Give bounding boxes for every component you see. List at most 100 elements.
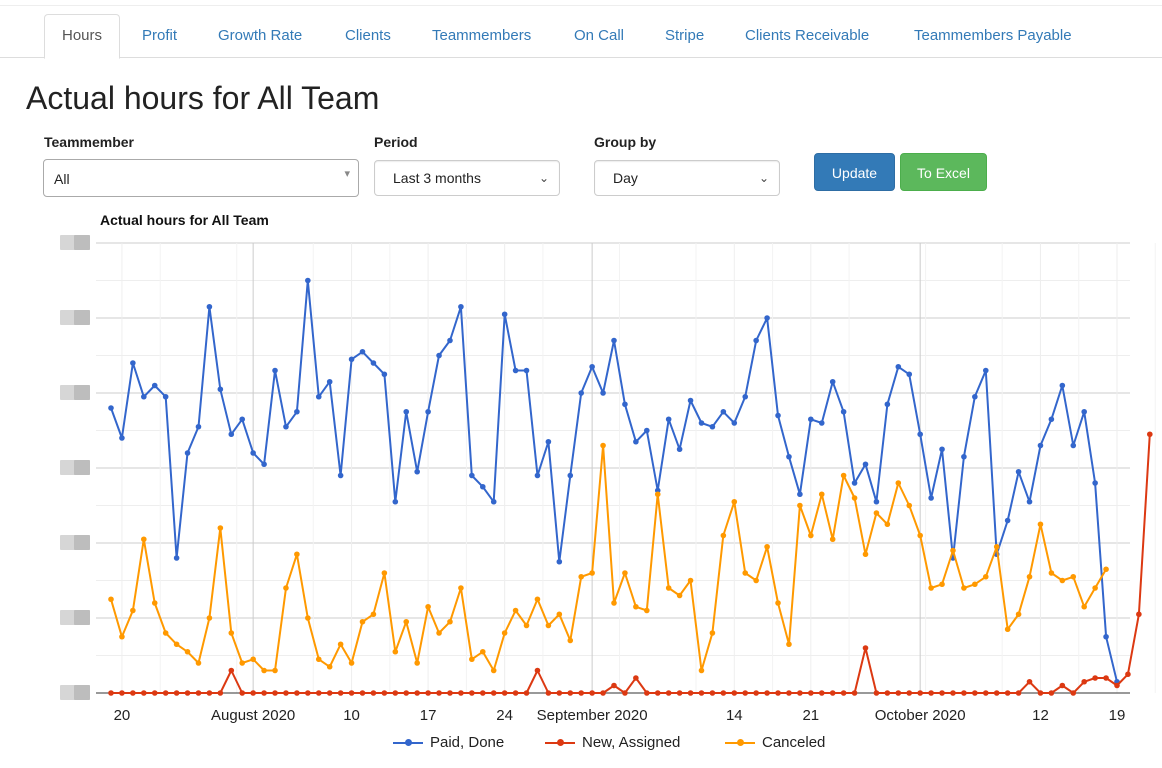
data-point: [403, 618, 410, 625]
data-point: [961, 585, 967, 591]
data-point: [272, 690, 278, 696]
data-point: [1015, 690, 1022, 696]
period-select[interactable]: Last 3 months ⌄: [374, 160, 560, 196]
data-point: [851, 495, 858, 501]
data-point: [676, 592, 683, 599]
group-by-select-value: Day: [613, 170, 638, 186]
data-point: [119, 633, 125, 640]
data-point: [239, 416, 246, 423]
period-label: Period: [374, 134, 418, 150]
data-point: [764, 315, 770, 321]
tab-stripe[interactable]: Stripe: [665, 27, 705, 44]
data-point: [348, 690, 355, 696]
data-point: [479, 483, 486, 490]
data-point: [808, 416, 814, 423]
data-point: [228, 431, 235, 438]
data-point: [611, 600, 617, 606]
data-point: [173, 641, 180, 648]
data-point: [1070, 690, 1077, 696]
tabs-top-border: [0, 5, 1162, 6]
data-point: [337, 472, 344, 479]
data-point: [195, 690, 202, 696]
data-point: [326, 663, 333, 670]
data-point: [993, 543, 1000, 550]
data-point: [862, 645, 869, 651]
data-point: [840, 472, 847, 479]
data-point: [633, 438, 639, 445]
data-point: [829, 536, 836, 543]
data-point: [556, 611, 563, 618]
data-point: [108, 690, 114, 696]
data-point: [490, 690, 497, 696]
data-point: [479, 690, 486, 696]
data-point: [818, 690, 825, 696]
data-point: [173, 690, 180, 696]
data-point: [687, 397, 694, 404]
data-point: [786, 690, 792, 696]
nav-tabs: Hours Profit Growth Rate Clients Teammem…: [0, 0, 1162, 59]
y-tick-label-obscured: [74, 685, 90, 700]
legend-marker: [737, 739, 744, 746]
data-point: [567, 472, 574, 479]
data-point: [545, 438, 552, 445]
tab-on-call[interactable]: On Call: [574, 27, 625, 44]
x-tick-label: 24: [496, 707, 513, 724]
tab-profit[interactable]: Profit: [142, 27, 178, 44]
x-tick-label: 20: [114, 707, 131, 724]
group-by-select[interactable]: Day ⌄: [594, 160, 780, 196]
legend-marker: [405, 739, 412, 746]
data-point: [501, 311, 508, 318]
data-point: [294, 408, 300, 415]
tab-hours[interactable]: Hours: [44, 14, 121, 59]
tab-teammembers[interactable]: Teammembers: [432, 27, 532, 44]
tab-growth-rate[interactable]: Growth Rate: [218, 27, 303, 44]
data-point: [1070, 573, 1077, 580]
data-point: [1048, 690, 1055, 696]
data-point: [512, 607, 519, 614]
data-point: [512, 690, 519, 696]
data-point: [283, 423, 289, 430]
period-select-value: Last 3 months: [393, 170, 481, 186]
data-point: [447, 618, 453, 625]
data-point: [972, 581, 978, 588]
data-point: [217, 525, 224, 531]
data-point: [775, 600, 781, 606]
data-point: [392, 498, 399, 505]
data-point: [239, 690, 246, 696]
legend-label: Canceled: [762, 734, 826, 751]
data-point: [1103, 675, 1109, 681]
data-point: [589, 570, 595, 576]
data-point: [917, 690, 923, 696]
data-point: [195, 423, 202, 430]
data-point: [108, 596, 114, 603]
data-point: [469, 690, 475, 696]
data-point: [1147, 431, 1153, 438]
tab-clients-receivable[interactable]: Clients Receivable: [745, 27, 870, 44]
data-point: [1026, 573, 1033, 580]
data-point: [753, 337, 759, 344]
data-point: [425, 603, 431, 610]
update-button[interactable]: Update: [814, 153, 895, 191]
data-point: [141, 536, 147, 543]
y-tick-label-obscured: [74, 310, 90, 325]
tab-clients[interactable]: Clients: [345, 27, 391, 44]
legend-label: Paid, Done: [430, 734, 505, 751]
data-point: [972, 690, 978, 696]
data-point: [523, 367, 530, 374]
data-point: [950, 547, 956, 554]
data-point: [250, 690, 256, 696]
teammember-select[interactable]: All ▾: [43, 159, 359, 197]
tab-teammembers-payable[interactable]: Teammembers Payable: [914, 27, 1072, 44]
y-tick-label-obscured: [74, 385, 90, 400]
data-point: [239, 660, 246, 666]
data-point: [479, 648, 486, 655]
data-point: [414, 660, 420, 666]
data-point: [1037, 690, 1044, 696]
x-tick-label: 17: [420, 707, 437, 724]
to-excel-button[interactable]: To Excel: [900, 153, 987, 191]
data-point: [873, 498, 880, 505]
x-tick-label: 10: [343, 707, 360, 724]
data-point: [162, 393, 169, 400]
data-point: [720, 408, 727, 415]
